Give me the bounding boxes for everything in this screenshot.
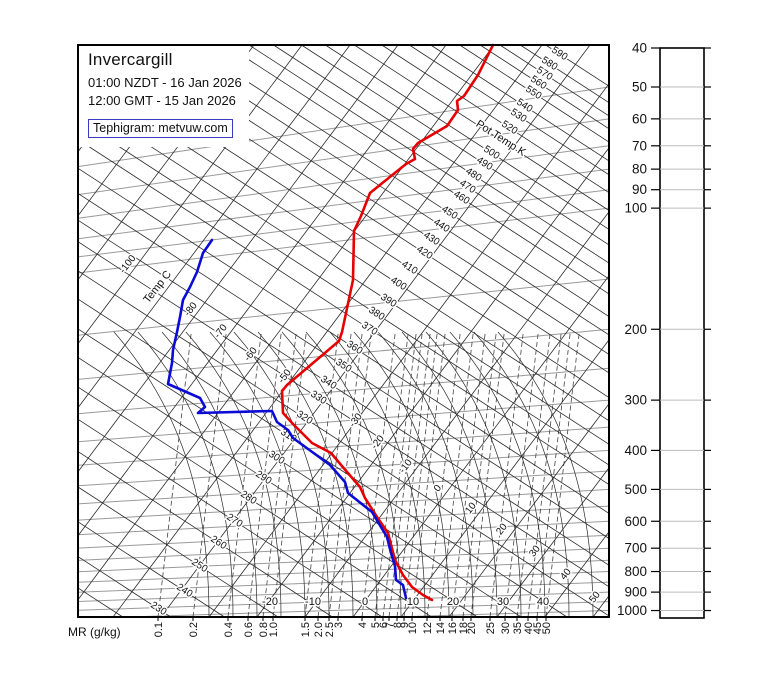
svg-text:400: 400	[624, 443, 647, 458]
svg-text:500: 500	[624, 482, 647, 497]
svg-text:0.1: 0.1	[153, 622, 165, 637]
svg-text:10: 10	[407, 622, 419, 634]
source-link-label: Tephigram: metvuw.com	[93, 121, 228, 135]
dewpoint-trace	[166, 238, 408, 600]
svg-text:4: 4	[357, 622, 369, 628]
svg-text:410: 410	[399, 259, 419, 278]
svg-text:100: 100	[624, 201, 647, 216]
svg-text:900: 900	[624, 585, 647, 600]
svg-text:10: 10	[407, 596, 419, 608]
svg-text:6: 6	[378, 622, 390, 628]
svg-text:18: 18	[458, 622, 470, 634]
svg-text:2.5: 2.5	[324, 622, 336, 637]
svg-text:30: 30	[527, 543, 543, 559]
svg-text:270: 270	[224, 512, 244, 531]
svg-text:-20: -20	[262, 596, 278, 608]
svg-text:90: 90	[632, 182, 647, 197]
svg-text:-20: -20	[369, 433, 387, 452]
svg-text:40: 40	[632, 41, 647, 56]
svg-text:3: 3	[333, 622, 345, 628]
svg-text:-10: -10	[305, 596, 321, 608]
tephigram-source-link[interactable]: Tephigram: metvuw.com	[88, 119, 233, 138]
svg-text:40: 40	[558, 566, 574, 582]
svg-text:0.4: 0.4	[223, 622, 235, 637]
svg-text:30: 30	[497, 596, 509, 608]
svg-text:0.6: 0.6	[243, 622, 255, 637]
svg-text:1.0: 1.0	[268, 622, 280, 637]
surface-temp-labels: -20 -10 0 10 20 30 40	[261, 595, 551, 610]
svg-text:0.2: 0.2	[188, 622, 200, 637]
svg-text:330: 330	[308, 389, 328, 408]
svg-text:700: 700	[624, 541, 647, 556]
svg-text:60: 60	[632, 111, 647, 126]
svg-text:600: 600	[624, 514, 647, 529]
svg-text:9: 9	[399, 622, 411, 628]
isotherm-lines	[77, 44, 610, 618]
svg-text:20: 20	[466, 622, 478, 634]
svg-text:45: 45	[532, 622, 544, 634]
svg-text:35: 35	[512, 622, 524, 634]
svg-text:80: 80	[632, 162, 647, 177]
svg-text:40: 40	[523, 622, 535, 634]
isobar-lines	[77, 86, 610, 618]
svg-text:50: 50	[541, 622, 553, 634]
svg-text:16: 16	[447, 622, 459, 634]
svg-text:340: 340	[318, 374, 338, 393]
svg-text:-80: -80	[182, 300, 200, 319]
svg-text:290: 290	[253, 469, 273, 488]
chart-border	[77, 44, 610, 618]
svg-text:20: 20	[447, 596, 459, 608]
svg-text:370: 370	[359, 320, 379, 339]
svg-text:12: 12	[422, 622, 434, 634]
temperature-trace	[280, 43, 495, 602]
svg-text:-100: -100	[118, 253, 139, 276]
svg-text:50: 50	[632, 79, 647, 94]
svg-text:420: 420	[414, 244, 434, 263]
header-whiteout	[79, 46, 249, 147]
utc-time: 12:00 GMT - 15 Jan 2026	[88, 93, 236, 108]
saturated-adiabat-lines	[113, 331, 594, 618]
svg-text:70: 70	[632, 138, 647, 153]
svg-text:800: 800	[624, 564, 647, 579]
svg-text:0.8: 0.8	[258, 622, 270, 637]
pressure-scale: 40 50 60 70 80 90 100 200 300 400 500 600 700 800 900 1…	[617, 41, 711, 619]
mixing-ratio-lines	[157, 331, 580, 618]
svg-text:14: 14	[435, 622, 447, 634]
chart-header: Invercargill 01:00 NZDT - 16 Jan 2026 12…	[88, 50, 242, 138]
svg-text:300: 300	[624, 393, 647, 408]
svg-text:0: 0	[362, 596, 368, 608]
svg-text:Temp C: Temp C	[141, 268, 174, 305]
svg-text:200: 200	[624, 322, 647, 337]
svg-text:350: 350	[333, 357, 353, 376]
svg-text:7: 7	[384, 622, 396, 628]
local-time: 01:00 NZDT - 16 Jan 2026	[88, 75, 242, 90]
svg-text:440: 440	[431, 217, 451, 236]
svg-text:30: 30	[500, 622, 512, 634]
svg-text:300: 300	[266, 449, 286, 468]
svg-text:5: 5	[370, 622, 382, 628]
station-name: Invercargill	[88, 50, 173, 69]
svg-text:25: 25	[485, 622, 497, 634]
svg-text:390: 390	[378, 292, 398, 311]
svg-text:40: 40	[537, 596, 549, 608]
svg-text:20: 20	[494, 521, 510, 537]
mr-axis-title: MR (g/kg)	[68, 625, 121, 639]
svg-text:0: 0	[432, 483, 444, 495]
svg-text:8: 8	[392, 622, 404, 628]
svg-text:1000: 1000	[617, 603, 647, 618]
svg-text:1.5: 1.5	[300, 622, 312, 637]
svg-text:2.0: 2.0	[313, 622, 325, 637]
